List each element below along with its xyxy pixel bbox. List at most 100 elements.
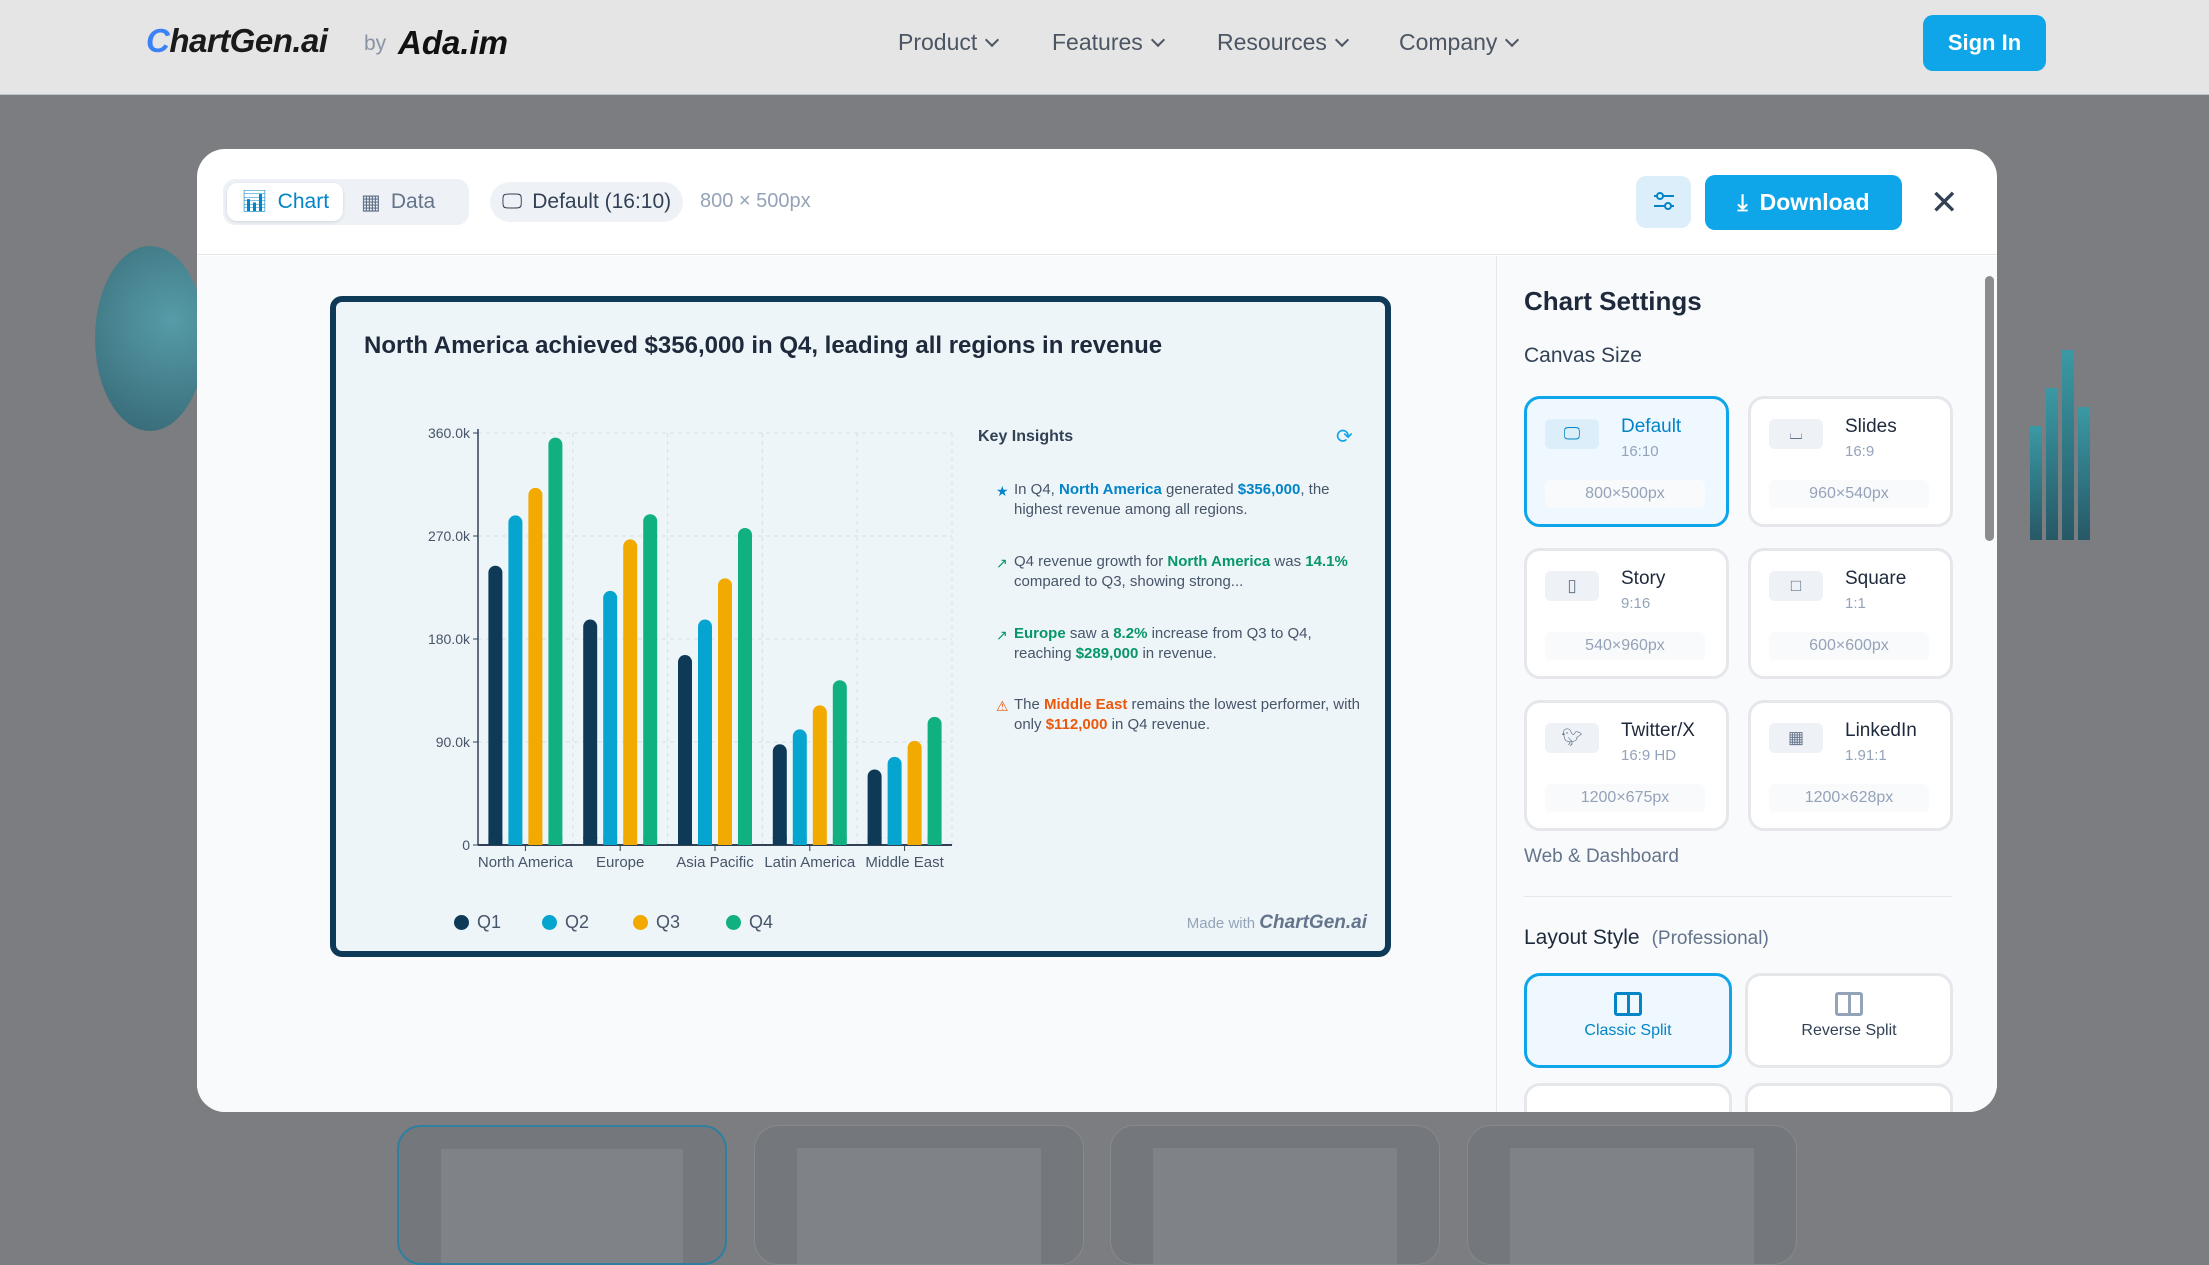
bar-chart-icon: 📊︎ — [241, 190, 268, 213]
canvas-size-linkedin[interactable]: ▦ LinkedIn 1.91:1 1200×628px — [1748, 700, 1953, 831]
legend-item[interactable]: Q3 — [633, 912, 680, 933]
template-thumbnail[interactable] — [397, 1125, 727, 1265]
insight-segment: increase from Q3 to Q4, reaching — [1014, 625, 1312, 662]
size-name: Default — [1621, 416, 1682, 437]
layout-name: Reverse Split — [1801, 1022, 1897, 1039]
canvas-size-square[interactable]: □ Square 1:1 600×600px — [1748, 548, 1953, 679]
template-thumbnail[interactable] — [1110, 1125, 1440, 1265]
size-ratio: 16:10 — [1621, 443, 1659, 460]
size-name: Twitter/X — [1621, 720, 1695, 741]
insight-segment: North America — [1059, 481, 1162, 498]
template-thumbnail[interactable] — [1467, 1125, 1797, 1265]
bar-q4 — [643, 514, 658, 845]
tab-data[interactable]: ▦ Data — [347, 183, 449, 221]
legend-swatch — [633, 915, 648, 930]
size-pixels: 1200×628px — [1769, 784, 1929, 812]
nav-label: Resources — [1217, 29, 1327, 55]
bar-base — [548, 837, 563, 845]
chart-title: North America achieved $356,000 in Q4, l… — [364, 332, 1163, 359]
y-tick-label: 270.0k — [428, 528, 471, 544]
bar-q4 — [548, 437, 563, 845]
bar-q3 — [718, 578, 732, 845]
legend-label: Q2 — [565, 912, 590, 932]
panel-scrollbar[interactable] — [1985, 276, 1994, 541]
chart-canvas-area: North America achieved $356,000 in Q4, l… — [197, 256, 1496, 1112]
chartgen-logo[interactable]: ChartGen.ai — [146, 22, 328, 59]
chart-preview-modal: 📊︎ Chart ▦ Data 🖵 Default (16:10) 800 × 500… — [197, 149, 1997, 1112]
bar-q1 — [488, 565, 503, 845]
decorative-pie — [95, 246, 205, 431]
legend-label: Q4 — [749, 912, 774, 932]
insight-item: ↗ Q4 revenue growth for North America was… — [996, 552, 1366, 592]
legend-item[interactable]: Q1 — [454, 912, 501, 933]
legend-item[interactable]: Q4 — [726, 912, 773, 933]
monitor-icon: 🖵 — [1545, 419, 1599, 449]
canvas-size-story[interactable]: ▯ Story 9:16 540×960px — [1524, 548, 1729, 679]
insight-segment: Europe — [1014, 625, 1066, 642]
insight-segment: remains the lowest performer, with only — [1014, 696, 1360, 733]
nav-resources[interactable]: Resources — [1217, 29, 1350, 56]
canvas-size-default[interactable]: 🖵 Default 16:10 800×500px — [1524, 396, 1729, 527]
layout-reverse-split[interactable]: Reverse Split — [1745, 973, 1953, 1068]
insight-segment: 8.2% — [1113, 625, 1148, 642]
insight-text: In Q4, North America generated $356,000,… — [1014, 480, 1366, 520]
bar-q3 — [812, 705, 827, 845]
size-name: Slides — [1845, 416, 1897, 437]
legend-item[interactable]: Q2 — [542, 912, 589, 933]
bar-q2 — [887, 756, 902, 845]
canvas-dimensions: 800 × 500px — [700, 190, 811, 212]
insight-item: ⚠ The Middle East remains the lowest perf… — [996, 695, 1366, 735]
size-name: Story — [1621, 568, 1666, 589]
download-label: Download — [1759, 189, 1870, 215]
settings-toggle-button[interactable] — [1636, 176, 1691, 228]
view-tabs: 📊︎ Chart ▦ Data — [223, 179, 469, 225]
layout-option[interactable] — [1745, 1083, 1953, 1112]
canvas-preset-label: Default (16:10) — [532, 190, 672, 213]
bar-base — [603, 837, 618, 845]
x-tick-label: Asia Pacific — [676, 854, 754, 871]
layout-option[interactable] — [1524, 1083, 1732, 1112]
template-thumbnail[interactable] — [754, 1125, 1084, 1265]
divider — [1524, 896, 1952, 897]
watermark-brand: ChartGen.ai — [1259, 912, 1367, 933]
y-tick-label: 90.0k — [436, 734, 471, 750]
layout-classic-split[interactable]: Classic Split — [1524, 973, 1732, 1068]
top-navbar: ChartGen.ai by Ada.im Product Features R… — [0, 0, 2209, 95]
nav-label: Features — [1052, 29, 1143, 55]
sign-in-button[interactable]: Sign In — [1923, 15, 2046, 71]
insight-text: Q4 revenue growth for North America was … — [1014, 552, 1366, 592]
x-tick-label: Middle East — [865, 854, 944, 871]
size-name: LinkedIn — [1845, 720, 1917, 741]
made-with-watermark: Made with ChartGen.ai — [1187, 912, 1367, 934]
layout-name: Classic Split — [1584, 1022, 1672, 1039]
bar-chart: 0 90.0k 180.0k 270.0k 360.0k North America Eur… — [428, 425, 953, 871]
insight-segment: $289,000 — [1075, 645, 1139, 662]
insight-item: ★ In Q4, North America generated $356,000… — [996, 480, 1366, 520]
bar-q3 — [623, 539, 638, 845]
insight-text: The Middle East remains the lowest perfo… — [1014, 695, 1366, 735]
download-button[interactable]: ⤓ Download — [1705, 175, 1902, 230]
x-tick-label: North America — [478, 854, 574, 871]
insight-segment: $356,000 — [1237, 481, 1301, 498]
insight-segment: In Q4, — [1014, 481, 1060, 498]
nav-product[interactable]: Product — [898, 29, 1000, 56]
legend-label: Q3 — [656, 912, 681, 932]
bar-base — [623, 837, 638, 845]
chevron-down-icon — [985, 32, 1000, 47]
bar-base — [772, 837, 787, 845]
canvas-size-slides[interactable]: ⌴ Slides 16:9 960×540px — [1748, 396, 1953, 527]
monitor-icon: 🖵 — [502, 190, 523, 213]
canvas-preset-pill[interactable]: 🖵 Default (16:10) — [490, 182, 684, 222]
nav-features[interactable]: Features — [1052, 29, 1165, 56]
insight-segment: compared to Q3, showing strong... — [1014, 573, 1244, 590]
refresh-icon[interactable]: ⟳ — [1336, 426, 1353, 448]
ada-logo[interactable]: Ada.im — [398, 24, 509, 61]
canvas-size-twitterx[interactable]: 🐦︎ Twitter/X 16:9 HD 1200×675px — [1524, 700, 1729, 831]
bar-base — [643, 837, 658, 845]
chevron-down-icon — [1150, 32, 1165, 47]
nav-company[interactable]: Company — [1399, 29, 1520, 56]
tab-chart[interactable]: 📊︎ Chart — [227, 183, 344, 221]
bar-base — [718, 837, 732, 845]
trend-up-icon: ↗ — [996, 627, 1008, 643]
close-icon[interactable]: ✕ — [1930, 184, 1959, 222]
